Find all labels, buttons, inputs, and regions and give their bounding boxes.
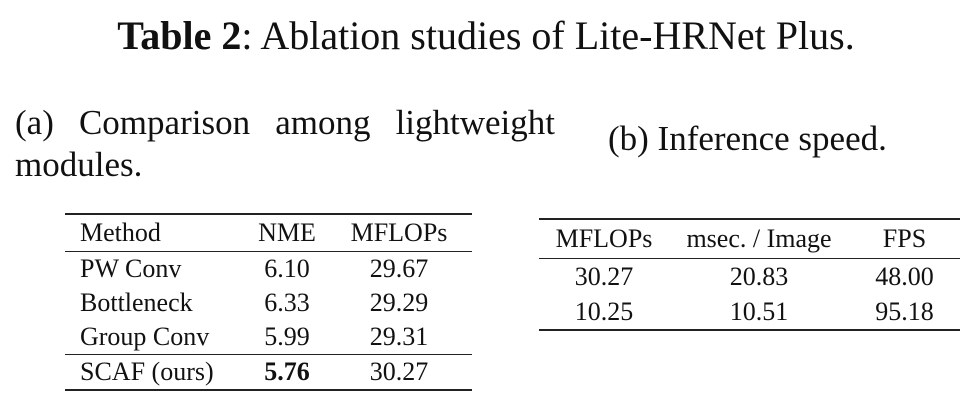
column-header-mflops: MFLOPs <box>326 214 472 252</box>
table-row: Bottleneck 6.33 29.29 <box>65 286 472 320</box>
cell-method: Group Conv <box>80 322 210 351</box>
table-caption: Table 2: Ablation studies of Lite-HRNet … <box>0 12 972 60</box>
column-header-mflops: MFLOPs <box>539 219 669 259</box>
table-row: PW Conv 6.10 29.67 <box>65 252 472 287</box>
caption-separator: : <box>241 13 253 58</box>
table-header-row: MFLOPs msec. / Image FPS <box>539 219 960 259</box>
cell-method: PW Conv <box>80 254 182 283</box>
table-header-row: Method NME MFLOPs <box>65 214 472 252</box>
cell-mflops: 30.27 <box>574 262 634 291</box>
cell-method: SCAF (ours) <box>65 354 248 390</box>
column-header-nme: NME <box>248 214 326 252</box>
cell-method: Bottleneck <box>80 288 193 317</box>
subtable-a-caption: (a) Comparison among lightweight modules… <box>15 103 555 184</box>
cell-mflops: 10.25 <box>574 297 634 326</box>
column-header-fps: FPS <box>849 219 960 259</box>
cell-nme: 6.33 <box>264 288 310 317</box>
cell-fps: 95.18 <box>875 297 934 326</box>
cell-mflops: 29.29 <box>369 288 429 317</box>
column-header-msec-per-image: msec. / Image <box>669 219 849 259</box>
cell-nme: 5.99 <box>264 322 310 351</box>
column-header-method: Method <box>65 214 248 252</box>
table-row-ours: SCAF (ours) 5.76 30.27 <box>65 354 472 390</box>
cell-nme-best: 5.76 <box>248 354 326 390</box>
table-label: Table 2 <box>117 13 242 58</box>
subtable-b-caption: (b) Inference speed. <box>608 119 887 158</box>
cell-mflops: 29.67 <box>369 254 429 283</box>
cell-mflops: 30.27 <box>326 354 472 390</box>
table-row: Group Conv 5.99 29.31 <box>65 320 472 355</box>
cell-msec: 20.83 <box>729 262 789 291</box>
cell-msec: 10.51 <box>729 297 789 326</box>
table-row: 30.27 20.83 48.00 <box>539 259 960 295</box>
cell-mflops: 29.31 <box>369 322 429 351</box>
inference-speed-table: MFLOPs msec. / Image FPS 30.27 20.83 48.… <box>539 218 960 331</box>
cell-nme: 6.10 <box>264 254 310 283</box>
table-row: 10.25 10.51 95.18 <box>539 294 960 330</box>
comparison-table: Method NME MFLOPs PW Conv 6.10 29.67 Bot… <box>65 213 472 391</box>
cell-fps: 48.00 <box>875 262 934 291</box>
caption-text: Ablation studies of Lite-HRNet Plus. <box>252 13 855 58</box>
